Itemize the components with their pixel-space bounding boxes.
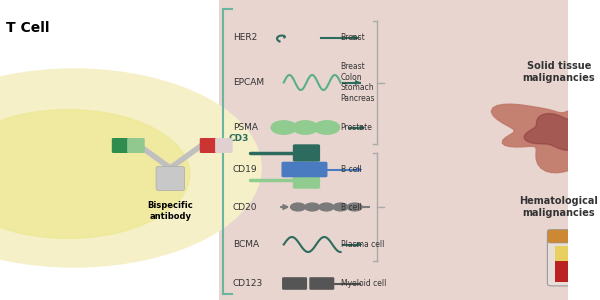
- Text: B cell: B cell: [341, 165, 361, 174]
- Text: HER2: HER2: [233, 33, 257, 42]
- Circle shape: [333, 203, 348, 211]
- Text: Solid tissue
malignancies: Solid tissue malignancies: [523, 61, 595, 83]
- Polygon shape: [555, 261, 580, 282]
- Circle shape: [293, 121, 318, 134]
- Circle shape: [271, 121, 296, 134]
- Polygon shape: [491, 100, 600, 173]
- Text: Plasma cell: Plasma cell: [341, 240, 384, 249]
- Circle shape: [290, 203, 305, 211]
- FancyBboxPatch shape: [281, 162, 310, 177]
- Circle shape: [305, 203, 320, 211]
- Text: PSMA: PSMA: [233, 123, 257, 132]
- FancyBboxPatch shape: [127, 138, 145, 153]
- Text: B cell: B cell: [341, 202, 361, 211]
- Text: Bispecific
antibody: Bispecific antibody: [148, 201, 193, 221]
- FancyBboxPatch shape: [293, 144, 320, 162]
- FancyBboxPatch shape: [309, 162, 328, 177]
- Circle shape: [314, 121, 340, 134]
- Polygon shape: [218, 0, 568, 300]
- FancyBboxPatch shape: [112, 138, 130, 153]
- Polygon shape: [555, 246, 580, 261]
- Text: BCMA: BCMA: [233, 240, 259, 249]
- Text: CD3: CD3: [228, 134, 248, 143]
- FancyBboxPatch shape: [547, 230, 587, 286]
- Circle shape: [0, 110, 190, 238]
- FancyBboxPatch shape: [282, 277, 307, 290]
- Text: CD19: CD19: [233, 165, 257, 174]
- Text: Prostate: Prostate: [341, 123, 373, 132]
- FancyBboxPatch shape: [215, 138, 233, 153]
- Text: EPCAM: EPCAM: [233, 78, 264, 87]
- Text: Breast
Colon
Stomach
Pancreas: Breast Colon Stomach Pancreas: [341, 62, 375, 103]
- Circle shape: [319, 203, 334, 211]
- Circle shape: [0, 69, 261, 267]
- Text: Breast: Breast: [341, 33, 365, 42]
- FancyBboxPatch shape: [293, 171, 320, 189]
- Text: CD123: CD123: [233, 279, 263, 288]
- FancyBboxPatch shape: [156, 167, 184, 191]
- Circle shape: [347, 203, 362, 211]
- Text: T Cell: T Cell: [5, 21, 49, 35]
- Text: Myeloid cell: Myeloid cell: [341, 279, 386, 288]
- Text: CD20: CD20: [233, 202, 257, 211]
- FancyBboxPatch shape: [547, 230, 587, 243]
- Text: Hematological
malignancies: Hematological malignancies: [520, 196, 598, 218]
- FancyBboxPatch shape: [310, 277, 334, 290]
- FancyBboxPatch shape: [200, 138, 217, 153]
- Polygon shape: [524, 114, 594, 150]
